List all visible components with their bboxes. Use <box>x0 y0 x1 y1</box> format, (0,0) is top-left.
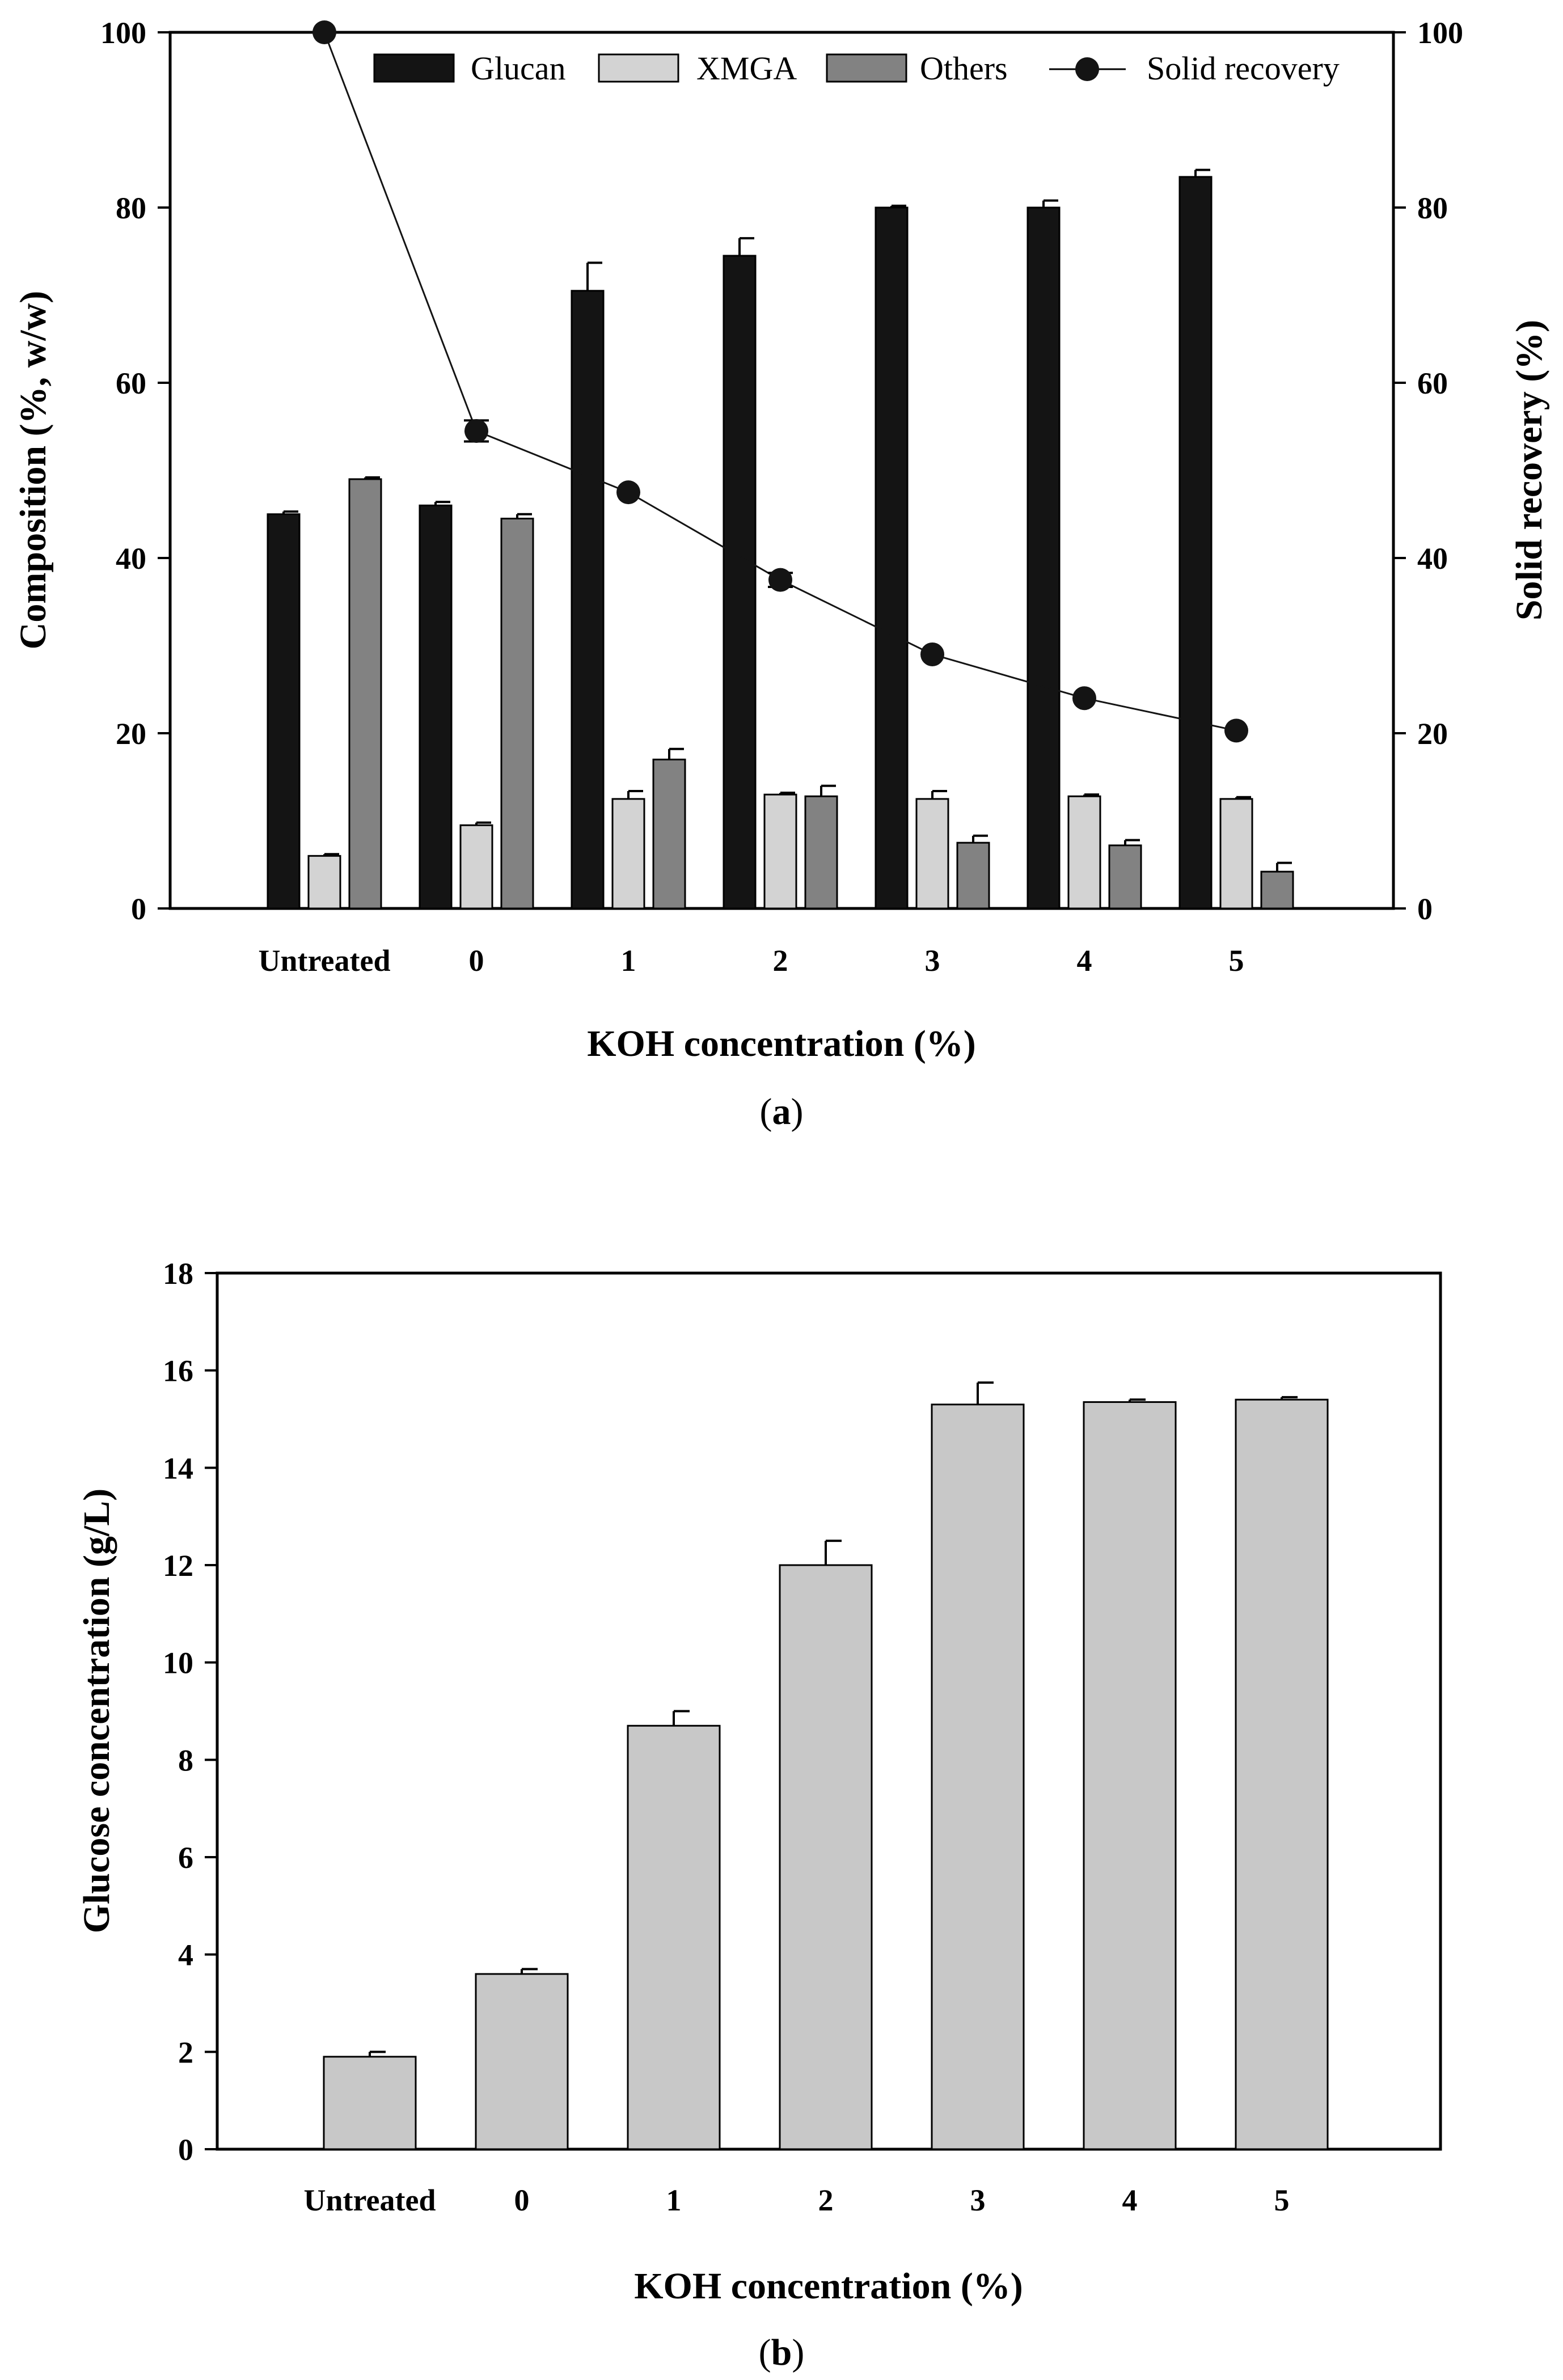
panel-a-x-tick-label-2: 2 <box>773 944 788 978</box>
panel-a-bar-others-4 <box>1108 844 1142 910</box>
panel-b-y-tick-label: 0 <box>178 2133 193 2167</box>
panel-a-y2-tick-label: 60 <box>1417 366 1448 400</box>
panel-a-bar-glucan-5 <box>1178 176 1213 910</box>
panel-b-y-tick-label: 8 <box>178 1743 193 1777</box>
legend-swatch-others <box>826 53 907 83</box>
panel-a-bar-glucan-untreated <box>267 513 301 910</box>
panel-a-bars <box>267 168 1294 910</box>
panel-a-x-axis-label: KOH concentration (%) <box>587 1023 976 1064</box>
panel-b-x-tick-label-2: 2 <box>818 2183 834 2217</box>
panel-b-bars <box>323 1381 1329 2150</box>
panel-b-x-tick-label-0: 0 <box>514 2183 530 2217</box>
panel-a-axes: 0 20 40 60 80 100 0 20 40 60 80 100 Untreated 0 1 2 3 4 5 <box>100 16 1463 978</box>
panel-b-bar-5 <box>1235 1398 1329 2150</box>
panel-b-y-tick-label: 6 <box>178 1841 193 1875</box>
panel-a-bar-glucan-1 <box>571 290 605 910</box>
panel-b-y-tick-label: 4 <box>178 1938 193 1972</box>
panel-a-bar-xmga-2 <box>763 793 797 910</box>
panel-b-bar-untreated <box>323 2056 417 2150</box>
panel-a-x-tick-label-1: 1 <box>621 944 636 978</box>
panel-a-bar-others-0 <box>500 517 534 910</box>
panel-b-x-tick-label-4: 4 <box>1122 2183 1138 2217</box>
panel-b-y-tick-label: 18 <box>163 1257 193 1291</box>
panel-a-bar-glucan-3 <box>875 206 909 910</box>
panel-a-y-tick-label: 20 <box>116 717 146 751</box>
solid-recovery-point-untreated <box>312 20 336 44</box>
panel-b-y-axis-label: Glucose concentration (g/L) <box>76 1489 117 1934</box>
panel-b-bar-0 <box>475 1973 569 2150</box>
panel-a-x-tick-label-3: 3 <box>925 944 940 978</box>
panel-b-x-tick-label-5: 5 <box>1274 2183 1290 2217</box>
panel-a-bar-xmga-1 <box>611 798 645 910</box>
panel-a-y-tick-label: 80 <box>116 191 146 225</box>
legend-marker-solid-recovery <box>1075 57 1099 81</box>
panel-a-solid-recovery-line <box>312 20 1248 743</box>
legend-label-solid-recovery: Solid recovery <box>1147 50 1340 87</box>
panel-b-bar-1 <box>627 1724 721 2150</box>
panel-b-bar-4 <box>1083 1401 1177 2150</box>
panel-a-y2-axis-label: Solid recovery (%) <box>1509 320 1550 620</box>
panel-b-x-axis-label: KOH concentration (%) <box>634 2265 1023 2307</box>
solid-recovery-line-path <box>323 32 1237 732</box>
panel-a-y2-tick-label: 80 <box>1417 191 1448 225</box>
panel-a-y2-tick-label: 0 <box>1417 892 1433 926</box>
solid-recovery-point-4 <box>1072 686 1096 711</box>
panel-a-bar-xmga-untreated <box>307 855 341 910</box>
panel-a-bar-others-3 <box>956 842 990 910</box>
panel-a-legend: Glucan XMGA Others Solid recovery <box>373 50 1340 87</box>
panel-a-bar-glucan-0 <box>419 504 453 910</box>
panel-b-bar-3 <box>931 1404 1025 2150</box>
panel-a-bar-xmga-0 <box>459 824 493 910</box>
panel-b-y-tick-label: 14 <box>163 1451 193 1485</box>
panel-a-bar-glucan-4 <box>1026 206 1061 910</box>
solid-recovery-point-3 <box>920 642 944 666</box>
panel-a-label: (a) <box>760 1091 804 1132</box>
legend-label-others: Others <box>920 50 1008 87</box>
panel-a-bar-xmga-4 <box>1067 795 1101 910</box>
panel-a-bar-others-5 <box>1260 870 1294 910</box>
panel-b-label: (b) <box>759 2332 805 2373</box>
panel-a-bar-glucan-2 <box>723 255 757 910</box>
legend-swatch-glucan <box>373 53 455 83</box>
panel-a-bar-xmga-5 <box>1219 798 1253 910</box>
panel-a-y-tick-label: 0 <box>131 892 146 926</box>
legend-swatch-xmga <box>598 53 679 83</box>
panel-a-y2-tick-label: 100 <box>1417 16 1463 50</box>
panel-a-y-axis-label: Composition (%, w/w) <box>12 291 54 650</box>
panel-b-x-tick-label-1: 1 <box>666 2183 682 2217</box>
panel-b-x-tick-label-3: 3 <box>970 2183 986 2217</box>
panel-b-y-tick-label: 2 <box>178 2035 193 2069</box>
panel-a-x-tick-label-4: 4 <box>1077 944 1092 978</box>
panel-a-x-tick-label-untreated: Untreated <box>259 944 391 978</box>
panel-a-y-tick-label: 60 <box>116 366 146 400</box>
solid-recovery-point-5 <box>1224 718 1248 743</box>
panel-b-y-tick-label: 12 <box>163 1549 193 1583</box>
panel-a-bar-xmga-3 <box>915 798 949 910</box>
solid-recovery-point-2 <box>768 568 792 592</box>
panel-b-x-tick-label-untreated: Untreated <box>304 2183 436 2217</box>
panel-a-bar-others-untreated <box>348 478 382 910</box>
panel-a-y2-tick-label: 40 <box>1417 542 1448 576</box>
panel-a-bar-others-1 <box>652 758 686 910</box>
solid-recovery-point-0 <box>464 418 488 443</box>
panel-a-y2-tick-label: 20 <box>1417 717 1448 751</box>
panel-b-bar-2 <box>779 1564 873 2150</box>
panel-b-y-tick-label: 10 <box>163 1646 193 1680</box>
legend-label-glucan: Glucan <box>471 50 566 87</box>
panel-a-x-tick-label-0: 0 <box>469 944 484 978</box>
panel-a-y-tick-label: 40 <box>116 542 146 576</box>
panel-a-y-tick-label: 100 <box>100 16 146 50</box>
legend-label-xmga: XMGA <box>696 50 797 87</box>
panel-a-x-tick-label-5: 5 <box>1229 944 1244 978</box>
solid-recovery-point-1 <box>616 480 640 505</box>
panel-b-y-tick-label: 16 <box>163 1354 193 1388</box>
panel-a-bar-others-2 <box>804 795 838 910</box>
